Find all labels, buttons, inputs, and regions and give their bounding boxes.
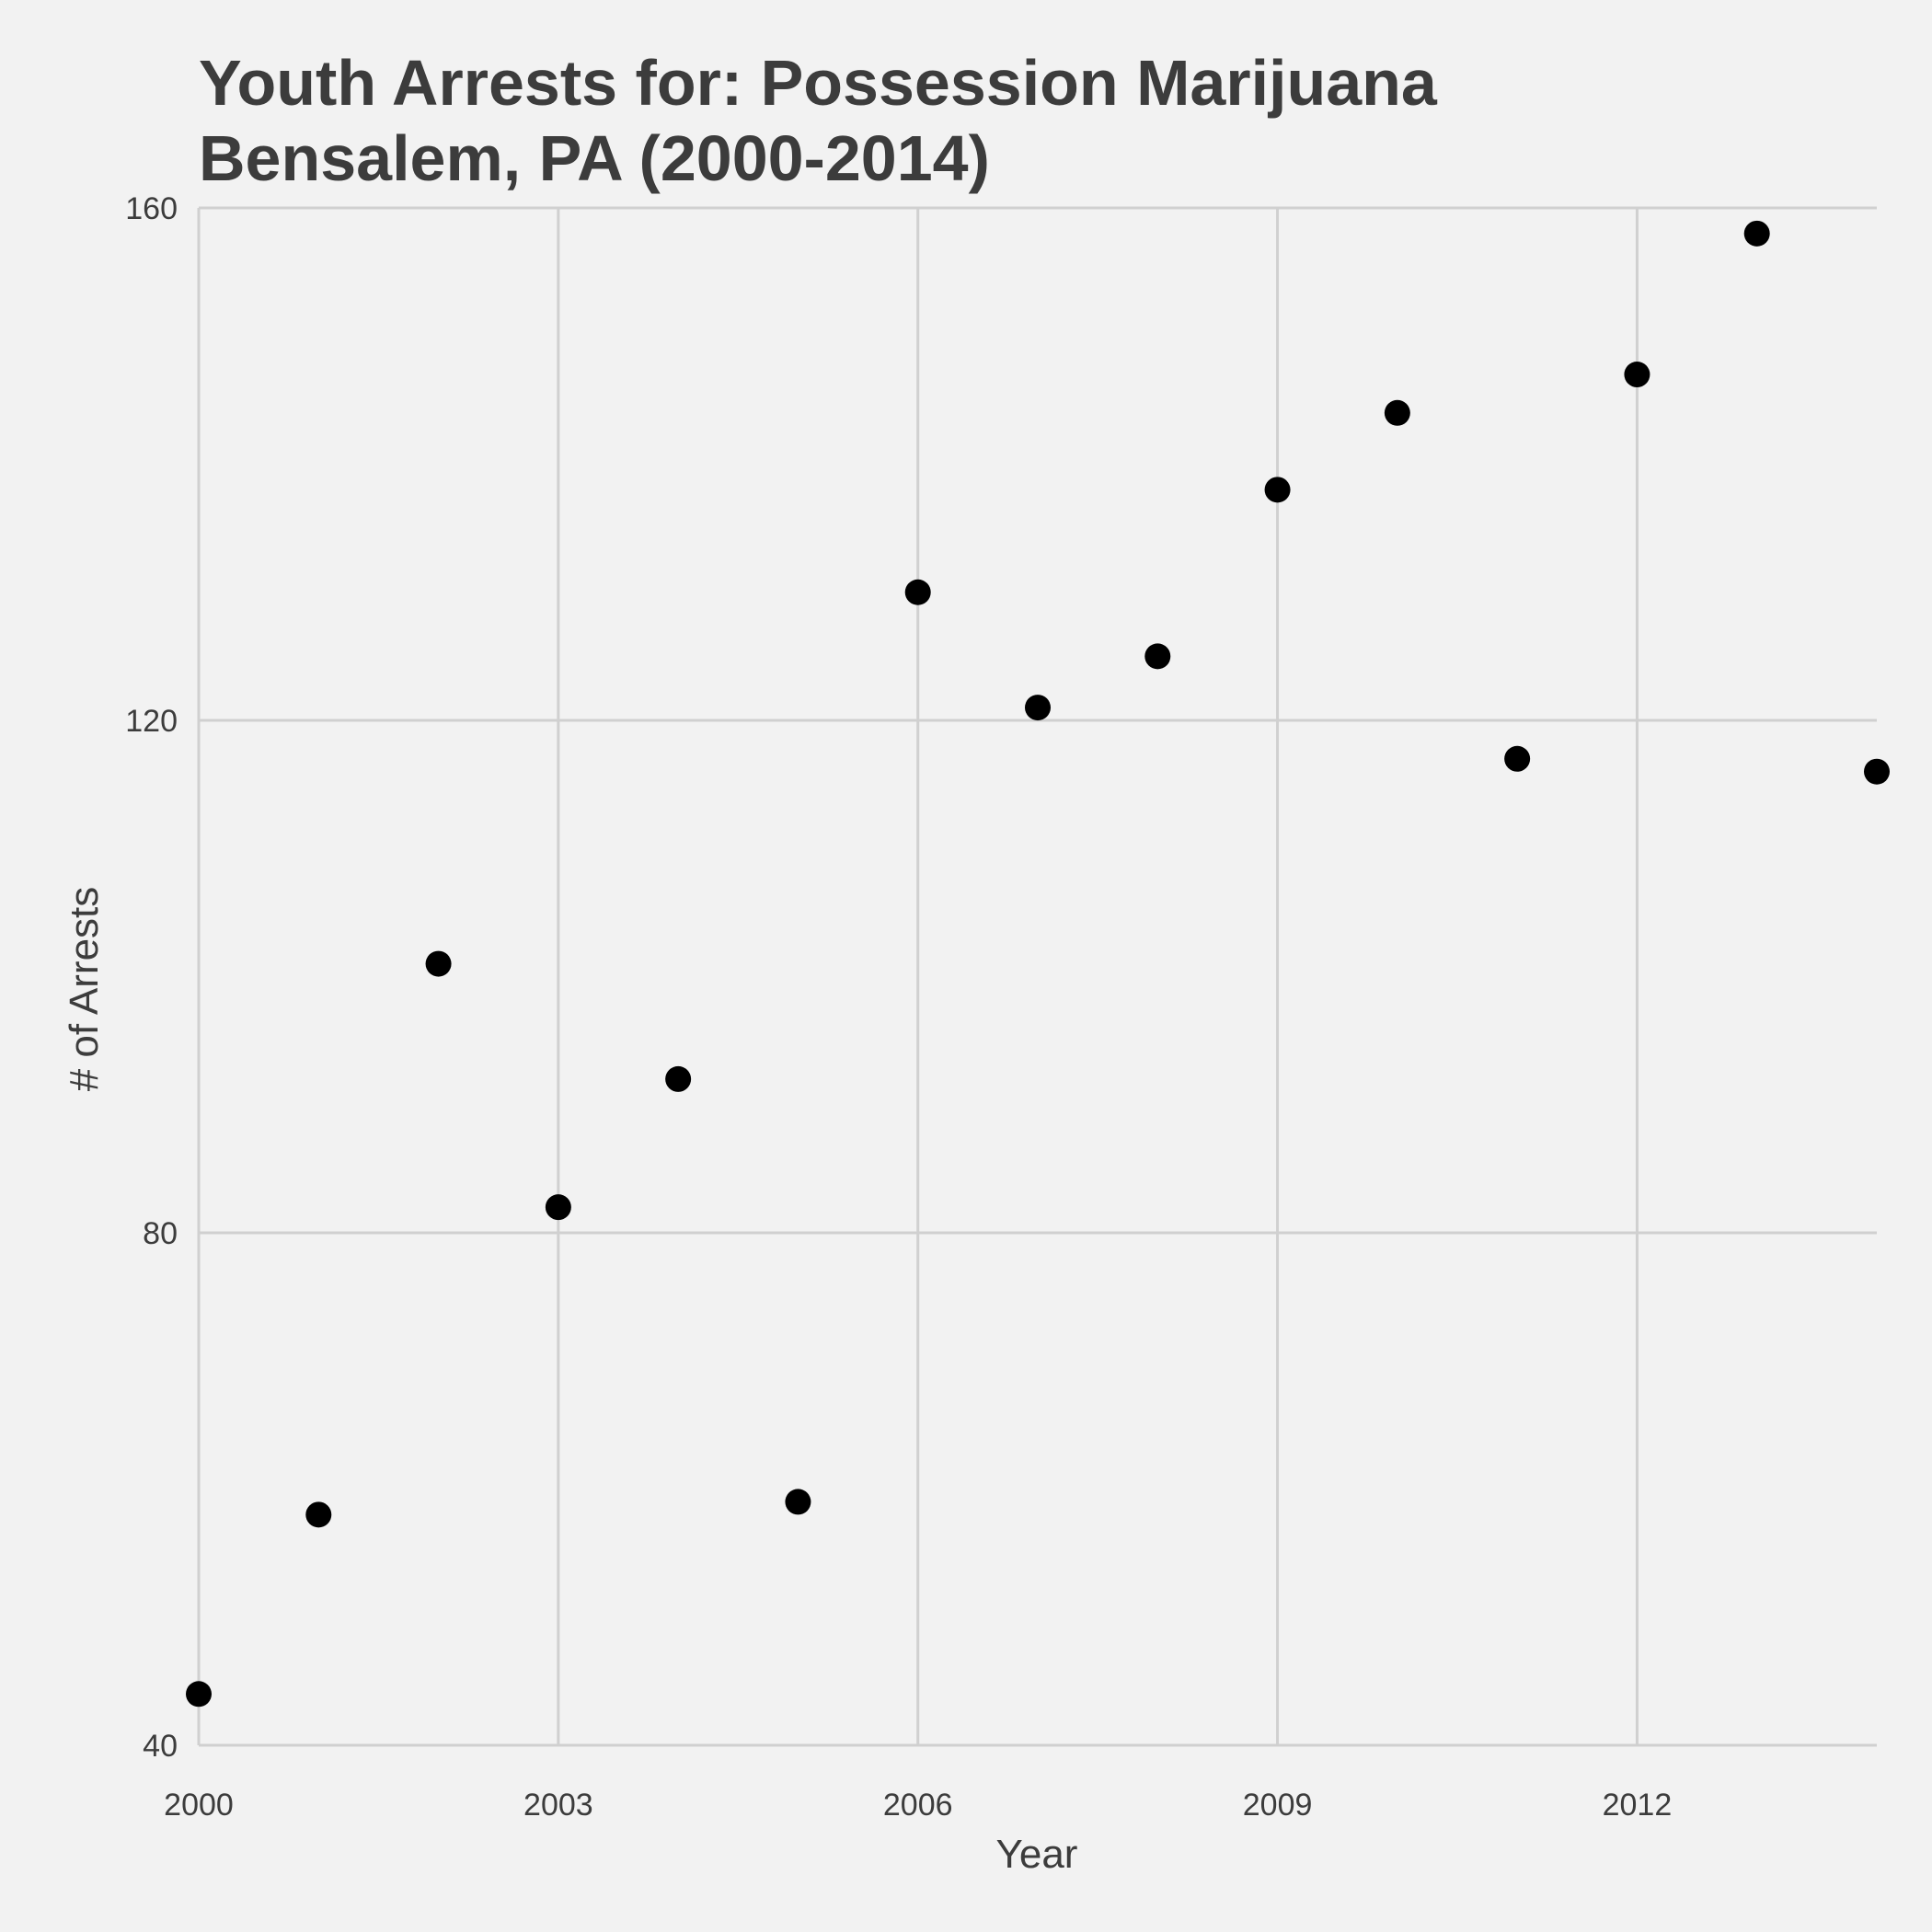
data-point xyxy=(1025,695,1051,721)
data-point xyxy=(1264,477,1291,503)
y-tick-label: 80 xyxy=(143,1216,178,1251)
y-tick-label: 120 xyxy=(125,704,178,739)
chart-title-line-2: Bensalem, PA (2000-2014) xyxy=(199,122,990,194)
data-point xyxy=(665,1065,692,1092)
y-tick-labels: 40 80 120 160 xyxy=(125,191,178,1764)
data-point xyxy=(785,1489,811,1515)
data-point xyxy=(305,1501,332,1528)
data-points xyxy=(186,220,1890,1708)
y-tick-label: 160 xyxy=(125,191,178,226)
y-tick-label: 40 xyxy=(143,1729,178,1764)
x-tick-labels: 2000 2003 2006 2009 2012 xyxy=(164,1788,1672,1823)
data-point xyxy=(1743,220,1770,247)
x-tick-label: 2000 xyxy=(164,1788,234,1823)
x-gridlines xyxy=(197,208,1639,1745)
data-point xyxy=(1864,758,1890,785)
data-point xyxy=(425,950,452,977)
x-tick-label: 2006 xyxy=(883,1788,953,1823)
data-point xyxy=(1504,745,1531,772)
x-axis-title: Year xyxy=(996,1832,1078,1877)
y-axis-title: # of Arrests xyxy=(62,887,107,1092)
chart-title-line-1: Youth Arrests for: Possession Marijuana xyxy=(199,47,1438,119)
x-tick-label: 2003 xyxy=(523,1788,593,1823)
data-point xyxy=(1144,643,1171,670)
x-tick-label: 2012 xyxy=(1603,1788,1673,1823)
x-tick-label: 2009 xyxy=(1243,1788,1313,1823)
data-point xyxy=(1384,399,1410,426)
data-point xyxy=(186,1681,212,1708)
data-point xyxy=(904,579,931,605)
chart-title: Youth Arrests for: Possession Marijuana … xyxy=(199,47,1438,194)
data-point xyxy=(1624,362,1650,388)
data-point xyxy=(545,1194,571,1221)
